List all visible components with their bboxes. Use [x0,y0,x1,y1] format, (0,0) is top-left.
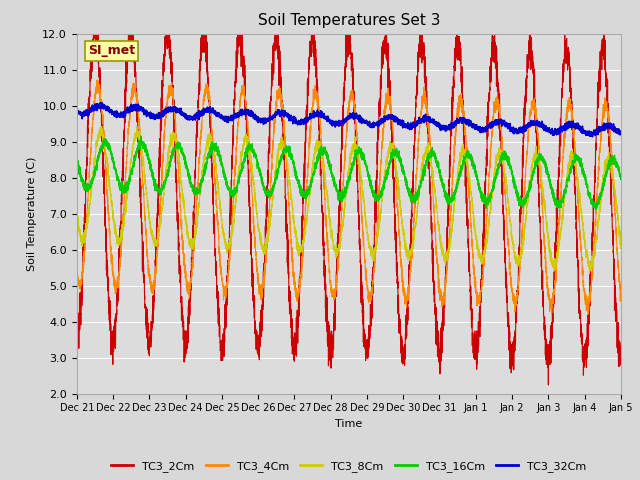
TC3_8Cm [98,123,106,129]
TC3_2Cm [471,341,479,347]
TC3_8Cm [616,242,624,248]
X-axis label: Time: Time [335,419,362,429]
Line: TC3_4Cm: TC3_4Cm [77,80,621,313]
TC3_8Cm [471,221,479,227]
TC3_32Cm [73,110,81,116]
TC3_2Cm [545,382,552,388]
TC3_8Cm [73,210,81,216]
TC3_4Cm [93,77,100,83]
TC3_16Cm [616,174,624,180]
TC3_4Cm [171,111,179,117]
TC3_8Cm [586,270,593,276]
Y-axis label: Soil Temperature (C): Soil Temperature (C) [27,156,36,271]
TC3_2Cm [236,4,244,10]
TC3_16Cm [592,207,600,213]
TC3_16Cm [137,133,145,139]
TC3_32Cm [502,121,509,127]
TC3_2Cm [441,305,449,311]
TC3_32Cm [97,100,104,106]
TC3_16Cm [329,174,337,180]
TC3_8Cm [617,246,625,252]
TC3_8Cm [329,239,337,244]
TC3_32Cm [617,132,625,137]
TC3_16Cm [617,176,625,182]
TC3_16Cm [471,169,479,175]
TC3_32Cm [171,108,179,113]
TC3_16Cm [441,194,449,200]
TC3_2Cm [617,340,625,346]
Line: TC3_8Cm: TC3_8Cm [77,126,621,273]
TC3_8Cm [171,132,179,137]
TC3_2Cm [171,129,179,134]
TC3_32Cm [589,134,596,140]
TC3_8Cm [502,181,509,187]
Legend: TC3_2Cm, TC3_4Cm, TC3_8Cm, TC3_16Cm, TC3_32Cm: TC3_2Cm, TC3_4Cm, TC3_8Cm, TC3_16Cm, TC3… [107,457,591,477]
TC3_32Cm [616,129,624,134]
Line: TC3_2Cm: TC3_2Cm [77,7,621,385]
TC3_4Cm [617,284,625,290]
Line: TC3_16Cm: TC3_16Cm [77,136,621,210]
TC3_4Cm [584,311,592,316]
Title: Soil Temperatures Set 3: Soil Temperatures Set 3 [257,13,440,28]
TC3_4Cm [616,299,624,304]
TC3_16Cm [502,152,509,157]
TC3_2Cm [616,346,624,352]
TC3_32Cm [441,126,449,132]
TC3_4Cm [329,293,337,299]
TC3_32Cm [329,120,337,125]
Line: TC3_32Cm: TC3_32Cm [77,103,621,137]
TC3_4Cm [502,195,509,201]
TC3_4Cm [73,266,81,272]
TC3_2Cm [73,338,81,344]
TC3_2Cm [329,347,337,353]
TC3_2Cm [502,282,509,288]
TC3_8Cm [441,256,449,262]
TC3_4Cm [471,274,479,280]
TC3_4Cm [441,294,449,300]
TC3_16Cm [73,155,81,161]
TC3_32Cm [471,126,479,132]
Text: SI_met: SI_met [88,44,135,58]
TC3_16Cm [171,148,179,154]
